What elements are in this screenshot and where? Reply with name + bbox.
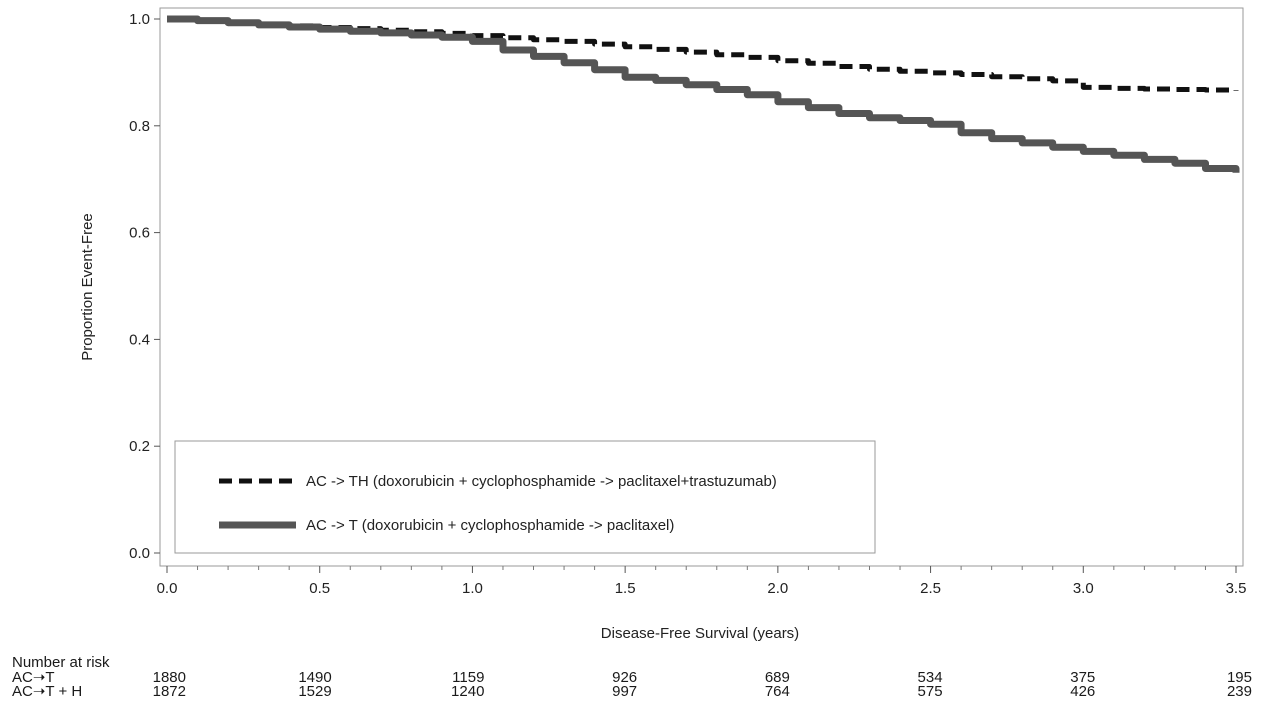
legend-box: [174, 440, 876, 554]
x-tick-label: 1.5: [615, 580, 636, 597]
series-line-ac-t: [167, 15, 1240, 173]
plot-axes: [154, 7, 1244, 573]
tick-labels: 0.0 0.2 0.4 0.6 0.8 1.0 0.0 0.5 1.0 1.5 2.0 2.5 3.0 3…: [129, 11, 1246, 597]
y-tick-label: 0.2: [129, 438, 150, 455]
x-axis-title: Disease-Free Survival (years): [601, 625, 799, 642]
x-tick-label: 2.5: [920, 580, 941, 597]
y-tick-label: 0.0: [129, 545, 150, 562]
y-tick-label: 0.4: [129, 331, 150, 348]
x-tick-label: 3.5: [1226, 580, 1247, 597]
plot-frame: [159, 7, 1244, 567]
series-layer: [167, 15, 1240, 173]
x-tick-label: 0.5: [309, 580, 330, 597]
x-tick-label: 2.0: [767, 580, 788, 597]
legend-label-ac-t: AC -> T (doxorubicin + cyclophosphamide …: [306, 517, 674, 534]
y-tick-label: 1.0: [129, 11, 150, 28]
y-tick-label: 0.8: [129, 118, 150, 135]
y-tick-label: 0.6: [129, 225, 150, 242]
x-tick-label: 1.0: [462, 580, 483, 597]
legend: AC -> TH (doxorubicin + cyclophosphamide…: [174, 440, 876, 554]
legend-label-ac-th: AC -> TH (doxorubicin + cyclophosphamide…: [306, 473, 777, 490]
x-tick-label: 0.0: [157, 580, 178, 597]
y-axis-title: Proportion Event-Free: [79, 213, 96, 361]
x-tick-label: 3.0: [1073, 580, 1094, 597]
